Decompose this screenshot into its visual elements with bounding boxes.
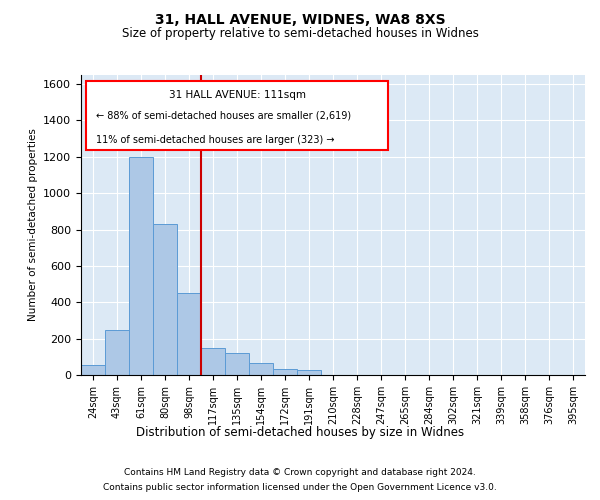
Text: 11% of semi-detached houses are larger (323) →: 11% of semi-detached houses are larger (… bbox=[96, 135, 335, 145]
Bar bbox=[153, 224, 177, 375]
Y-axis label: Number of semi-detached properties: Number of semi-detached properties bbox=[28, 128, 38, 322]
Bar bbox=[177, 293, 201, 375]
Text: Contains HM Land Registry data © Crown copyright and database right 2024.: Contains HM Land Registry data © Crown c… bbox=[124, 468, 476, 477]
Bar bbox=[297, 370, 321, 375]
Bar bbox=[225, 353, 249, 375]
Text: Contains public sector information licensed under the Open Government Licence v3: Contains public sector information licen… bbox=[103, 483, 497, 492]
Text: Distribution of semi-detached houses by size in Widnes: Distribution of semi-detached houses by … bbox=[136, 426, 464, 439]
Text: ← 88% of semi-detached houses are smaller (2,619): ← 88% of semi-detached houses are smalle… bbox=[96, 111, 351, 121]
FancyBboxPatch shape bbox=[86, 81, 388, 150]
Bar bbox=[249, 363, 273, 375]
Bar bbox=[105, 330, 129, 375]
Bar bbox=[201, 348, 225, 375]
Text: Size of property relative to semi-detached houses in Widnes: Size of property relative to semi-detach… bbox=[122, 28, 478, 40]
Bar bbox=[273, 368, 297, 375]
Bar bbox=[129, 157, 153, 375]
Text: 31, HALL AVENUE, WIDNES, WA8 8XS: 31, HALL AVENUE, WIDNES, WA8 8XS bbox=[155, 12, 445, 26]
Bar bbox=[81, 365, 105, 375]
Text: 31 HALL AVENUE: 111sqm: 31 HALL AVENUE: 111sqm bbox=[169, 90, 306, 100]
